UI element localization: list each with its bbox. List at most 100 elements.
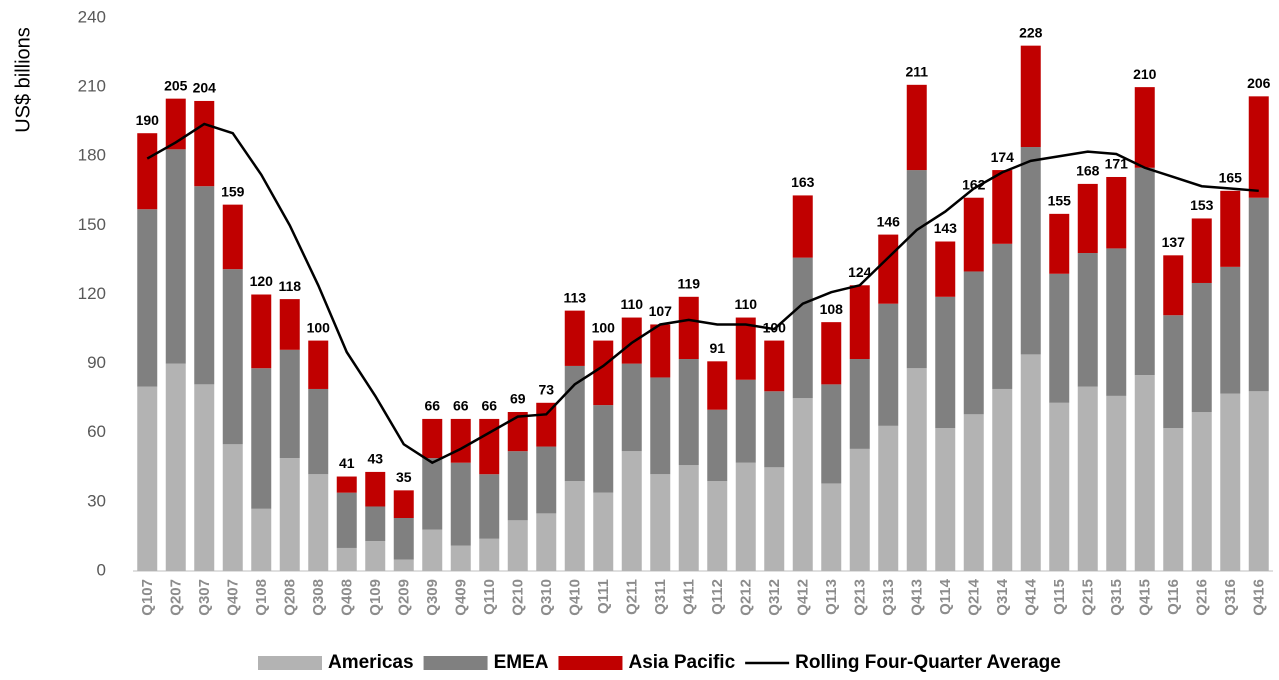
total-label: 174	[991, 149, 1015, 165]
bar-segment	[1106, 395, 1127, 571]
x-tick-label: Q416	[1251, 579, 1268, 616]
total-label: 118	[278, 278, 301, 294]
x-tick-label: Q209	[396, 579, 413, 616]
bar-segment	[194, 384, 215, 571]
bar-segment	[564, 481, 585, 571]
bar-segment	[536, 513, 557, 571]
legend-label: Asia Pacific	[628, 652, 735, 673]
bar-segment	[279, 299, 300, 350]
x-tick-label: Q213	[852, 579, 869, 616]
y-tick-label: 180	[78, 146, 106, 165]
bar-segment	[650, 377, 671, 475]
bar-segment	[764, 391, 785, 468]
x-tick-label: Q309	[424, 579, 441, 616]
total-label: 228	[1019, 24, 1043, 40]
x-tick-label: Q210	[510, 579, 527, 616]
bar-segment	[279, 349, 300, 459]
x-tick-label: Q111	[595, 579, 612, 614]
legend-swatch	[258, 656, 322, 670]
total-label: 119	[677, 276, 700, 292]
bar-segment	[308, 340, 329, 389]
bar-segment	[1106, 248, 1127, 396]
bar-segment	[450, 418, 471, 463]
total-label: 171	[1105, 156, 1129, 172]
bar-segment	[393, 559, 414, 571]
total-label: 204	[193, 80, 217, 96]
bar-segment	[906, 368, 927, 571]
bar-segment	[963, 197, 984, 272]
total-label: 113	[563, 289, 586, 305]
total-label: 35	[396, 469, 412, 485]
bar-segment	[735, 462, 756, 571]
bar-segment	[878, 425, 899, 571]
x-tick-label: Q411	[681, 579, 698, 615]
bar-segment	[222, 269, 243, 445]
x-tick-label: Q312	[766, 579, 783, 616]
legend-label: Americas	[328, 652, 414, 673]
bar-segment	[593, 340, 614, 406]
bar-segment	[1106, 176, 1127, 249]
bar-segment	[564, 365, 585, 482]
bar-segment	[479, 474, 500, 539]
total-label: 137	[1162, 234, 1186, 250]
x-tick-label: Q113	[823, 579, 840, 615]
x-tick-label: Q408	[339, 579, 356, 616]
bar-segment	[1020, 354, 1041, 571]
bar-segment	[878, 303, 899, 426]
bar-segment	[621, 451, 642, 571]
total-label: 91	[709, 340, 725, 356]
bar-segment	[1191, 282, 1212, 413]
bar-segment	[137, 209, 158, 387]
x-tick-label: Q313	[880, 579, 897, 616]
total-label: 143	[934, 220, 958, 236]
y-tick-label: 240	[78, 7, 106, 26]
total-label: 100	[592, 319, 616, 335]
bar-segment	[1191, 218, 1212, 283]
x-tick-label: Q216	[1194, 579, 1211, 616]
x-tick-label: Q407	[225, 579, 242, 616]
y-axis-label: US$ billions	[12, 27, 34, 133]
total-label: 210	[1133, 66, 1157, 82]
bar-segment	[222, 204, 243, 270]
bar-segment	[678, 359, 699, 466]
x-tick-label: Q107	[139, 579, 156, 616]
bar-segment	[650, 474, 671, 571]
x-tick-label: Q115	[1051, 579, 1068, 615]
bar-segment	[194, 186, 215, 385]
bar-segment	[365, 506, 386, 542]
y-tick-label: 90	[87, 353, 106, 372]
bar-segment	[365, 541, 386, 571]
bar-segment	[621, 317, 642, 364]
bar-segment	[507, 451, 528, 521]
y-tick-label: 150	[78, 215, 106, 234]
x-tick-label: Q415	[1137, 579, 1154, 616]
bar-segment	[963, 271, 984, 415]
x-tick-label: Q409	[453, 579, 470, 616]
total-label: 153	[1190, 197, 1214, 213]
bar-segment	[1077, 386, 1098, 571]
bar-segment	[1220, 266, 1241, 394]
x-tick-label: Q112	[709, 579, 726, 615]
x-tick-label: Q109	[367, 579, 384, 616]
bar-segment	[1248, 197, 1269, 392]
bar-segment	[507, 520, 528, 571]
bar-segment	[1134, 167, 1155, 376]
bar-segment	[251, 368, 272, 509]
legend-label: EMEA	[494, 652, 549, 673]
y-tick-label: 210	[78, 77, 106, 96]
x-tick-label: Q212	[738, 579, 755, 616]
total-label: 211	[905, 64, 928, 80]
bar-segment	[1077, 253, 1098, 387]
bar-segment	[678, 296, 699, 360]
total-label: 43	[367, 451, 383, 467]
bar-segment	[735, 317, 756, 380]
bar-segment	[963, 414, 984, 571]
bar-segment	[878, 234, 899, 304]
bar-segment	[935, 241, 956, 297]
total-label: 69	[510, 391, 526, 407]
x-tick-label: Q412	[795, 579, 812, 616]
y-tick-label: 60	[87, 422, 106, 441]
total-label: 168	[1076, 163, 1100, 179]
total-label: 66	[424, 398, 440, 414]
